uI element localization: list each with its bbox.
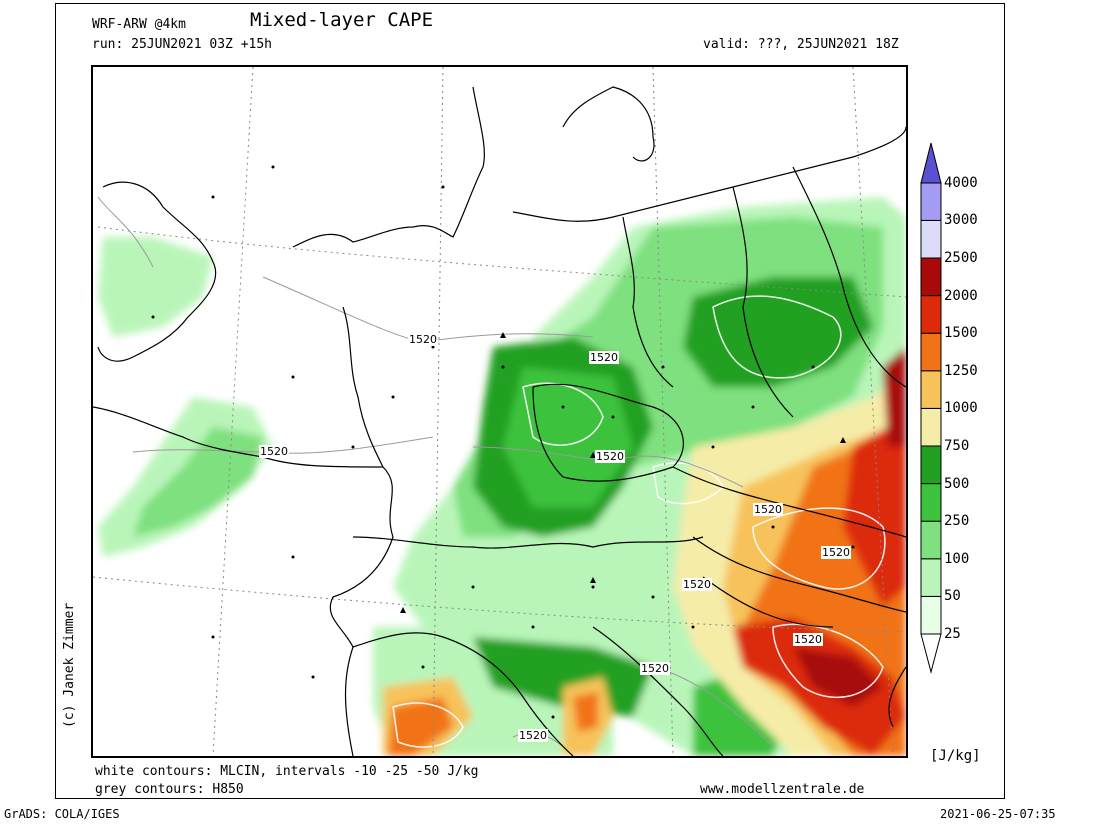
cape-field [98, 197, 906, 756]
contour-label: 1520 [595, 450, 625, 463]
colorbar-tick-label: 1500 [944, 325, 978, 342]
cape-map: 1520 1520 1520 1520 1520 1520 1520 1520 … [91, 65, 908, 758]
colorbar-swatch [920, 483, 942, 522]
contour-label: 1520 [259, 445, 289, 458]
colorbar-tick-label: 100 [944, 550, 970, 567]
footer-line-2: grey contours: H850 [95, 782, 244, 797]
contour-label: 1520 [640, 662, 670, 675]
colorbar-tick-label: 2000 [944, 287, 978, 304]
colorbar-tick-label: 250 [944, 513, 970, 530]
cin-contours [392, 295, 886, 748]
contour-label: 1520 [589, 351, 619, 364]
graticule [93, 67, 906, 756]
colorbar-graphic [920, 142, 942, 674]
colorbar-unit: [J/kg] [930, 748, 981, 764]
colorbar-tick-label: 750 [944, 438, 970, 454]
colorbar-swatch [920, 595, 942, 635]
valid-label: valid: ???, 25JUN2021 18Z [703, 37, 899, 52]
timestamp-label: 2021-06-25-07:35 [940, 807, 1056, 821]
colorbar-swatch [920, 445, 942, 485]
contour-label: 1520 [682, 578, 712, 591]
grads-label: GrADS: COLA/IGES [4, 807, 120, 821]
colorbar-swatch [920, 332, 942, 372]
colorbar-tick-label: 50 [944, 588, 961, 605]
colorbar-tick-label: 3000 [944, 212, 978, 229]
colorbar-swatch [920, 257, 942, 297]
colorbar-tick-label: 1250 [944, 362, 978, 379]
contour-label: 1520 [408, 333, 438, 346]
map-title: Mixed-layer CAPE [250, 9, 434, 31]
city-dots [151, 165, 855, 719]
mountain-markers [400, 332, 846, 613]
model-label: WRF-ARW @4km [92, 17, 186, 32]
website-label: www.modellzentrale.de [700, 782, 865, 797]
colorbar-swatch [920, 370, 942, 409]
run-label: run: 25JUN2021 03Z +15h [92, 37, 273, 52]
contour-label: 1520 [793, 633, 823, 646]
colorbar-tick-label: 4000 [944, 175, 978, 191]
colorbar-tick-label: 25 [944, 626, 961, 642]
colorbar-swatch [920, 182, 942, 221]
colorbar-tick-label: 2500 [944, 250, 978, 266]
contour-label: 1520 [753, 503, 783, 516]
colorbar-tick-label: 1000 [944, 400, 978, 417]
borders [93, 86, 906, 756]
contour-label: 1520 [821, 546, 851, 559]
colorbar-swatch [920, 520, 942, 560]
copyright-label: (c) Janek Zimmer [62, 602, 77, 728]
colorbar-tick-label: 500 [944, 475, 970, 492]
colorbar-swatch [920, 295, 942, 334]
footer-line-1: white contours: MLCIN, intervals -10 -25… [95, 764, 479, 779]
colorbar-swatch [920, 407, 942, 447]
plot-frame [55, 3, 1005, 799]
map-graphic [93, 67, 906, 756]
colorbar-swatch [920, 219, 942, 259]
colorbar-swatch [920, 558, 942, 597]
contour-label: 1520 [518, 729, 548, 742]
